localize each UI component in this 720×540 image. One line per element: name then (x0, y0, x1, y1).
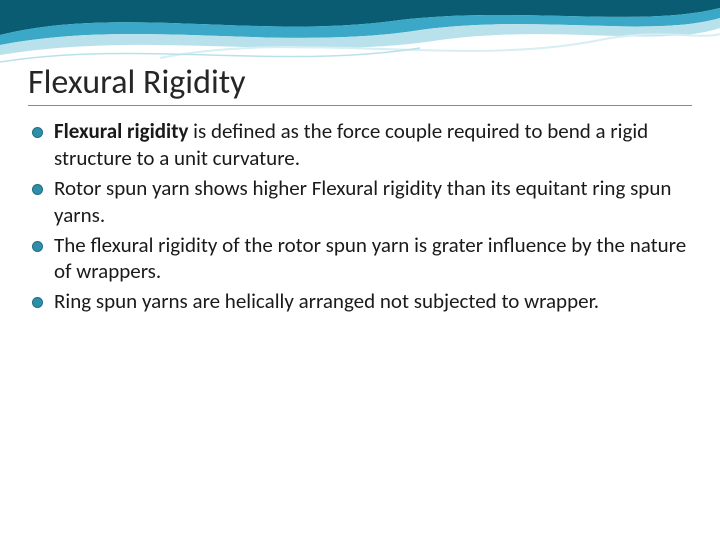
bullet-item: Ring spun yarns are helically arranged n… (28, 288, 692, 315)
slide-content: Flexural Rigidity Flexural rigidity is d… (28, 62, 692, 318)
bullet-text: Rotor spun yarn shows higher Flexural ri… (54, 175, 671, 228)
slide-title: Flexural Rigidity (28, 62, 692, 106)
bullet-item: Rotor spun yarn shows higher Flexural ri… (28, 175, 692, 229)
bullet-item: The flexural rigidity of the rotor spun … (28, 232, 692, 286)
bullet-list: Flexural rigidity is defined as the forc… (28, 118, 692, 315)
bullet-item: Flexural rigidity is defined as the forc… (28, 118, 692, 172)
bullet-text: Ring spun yarns are helically arranged n… (54, 288, 599, 314)
bullet-bold: Flexural rigidity (54, 118, 188, 144)
bullet-text: The flexural rigidity of the rotor spun … (54, 232, 686, 285)
